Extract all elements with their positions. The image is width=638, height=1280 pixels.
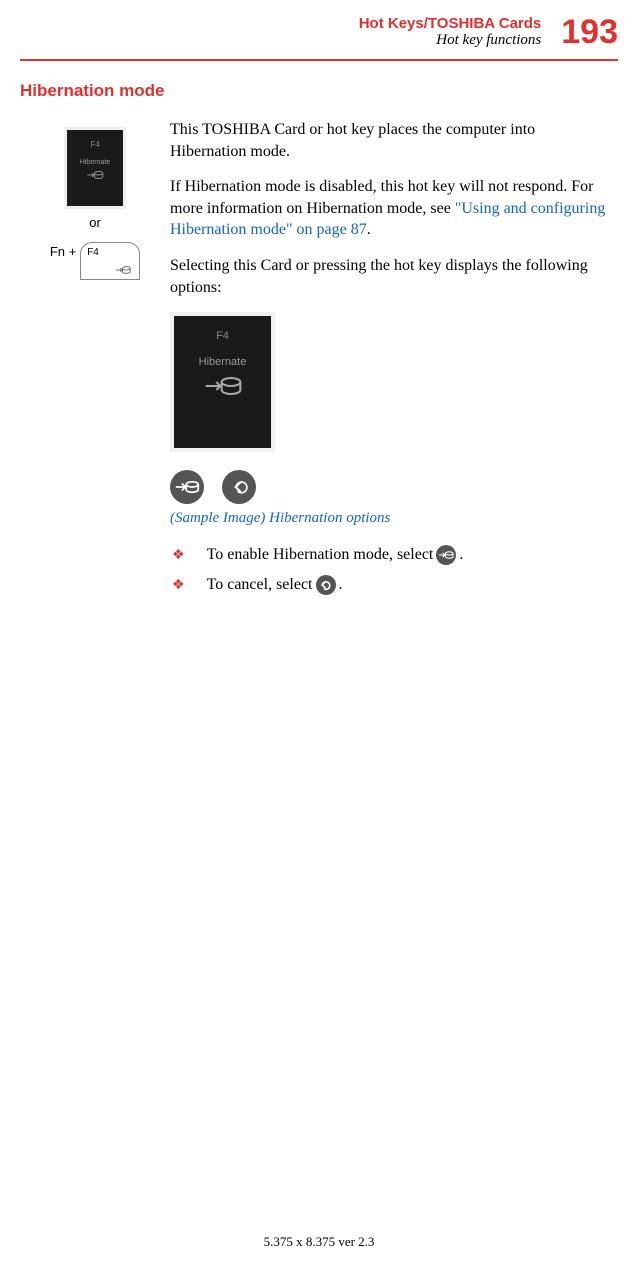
- section-subtitle: Hot key functions: [359, 32, 542, 49]
- cancel-option-icon: [222, 470, 256, 504]
- list-item: ❖ To enable Hibernation mode, select .: [170, 545, 608, 565]
- list-item: ❖ To cancel, select .: [170, 575, 608, 595]
- hibernate-card-thumb: F4 Hibernate: [64, 127, 126, 209]
- section-title: Hibernation mode: [20, 81, 618, 101]
- fn-key-combo: Fn + F4: [20, 242, 170, 280]
- options-list: ❖ To enable Hibernation mode, select . ❖…: [170, 545, 608, 595]
- sample-image-caption: (Sample Image) Hibernation options: [170, 510, 608, 527]
- chapter-title: Hot Keys/TOSHIBA Cards: [359, 15, 542, 32]
- header-rule: [20, 59, 618, 61]
- page-header: Hot Keys/TOSHIBA Cards Hot key functions…: [20, 0, 618, 59]
- option-icons-row: [170, 470, 608, 504]
- page-footer: 5.375 x 8.375 ver 2.3: [0, 1234, 638, 1250]
- paragraph-1: This TOSHIBA Card or hot key places the …: [170, 119, 608, 162]
- or-separator: or: [20, 215, 170, 230]
- header-text: Hot Keys/TOSHIBA Cards Hot key functions: [359, 15, 542, 49]
- card-thumb-label: Hibernate: [80, 159, 110, 166]
- fn-label: Fn +: [50, 242, 76, 259]
- paragraph-3: Selecting this Card or pressing the hot …: [170, 255, 608, 298]
- bullet-text-pre: To cancel, select: [207, 576, 313, 594]
- bullet-marker: ❖: [172, 577, 185, 594]
- bullet-text-pre: To enable Hibernation mode, select: [207, 546, 434, 564]
- key-f4-label: F4: [87, 247, 99, 258]
- hibernate-option-icon: [170, 470, 204, 504]
- card-thumb-disk-icon: [86, 169, 104, 181]
- left-column: F4 Hibernate or Fn + F4: [20, 119, 170, 280]
- content-area: F4 Hibernate or Fn + F4 This TOSHIBA Car…: [20, 119, 618, 605]
- large-card-f4: F4: [216, 330, 229, 342]
- inline-cancel-icon: [316, 575, 336, 595]
- inline-hibernate-icon: [436, 545, 456, 565]
- f4-key: F4: [80, 242, 140, 280]
- bullet-text-post: .: [339, 576, 343, 594]
- bullet-marker: ❖: [172, 547, 185, 564]
- large-card-disk-icon: [202, 374, 244, 398]
- p2-post: .: [367, 221, 371, 238]
- paragraph-2: If Hibernation mode is disabled, this ho…: [170, 176, 608, 241]
- large-card-label: Hibernate: [199, 356, 247, 368]
- card-thumb-f4: F4: [90, 140, 99, 149]
- hibernate-card-large: F4 Hibernate: [170, 312, 275, 452]
- bullet-text-post: .: [459, 546, 463, 564]
- right-column: This TOSHIBA Card or hot key places the …: [170, 119, 618, 605]
- page-number: 193: [561, 15, 618, 49]
- key-disk-icon: [113, 265, 133, 275]
